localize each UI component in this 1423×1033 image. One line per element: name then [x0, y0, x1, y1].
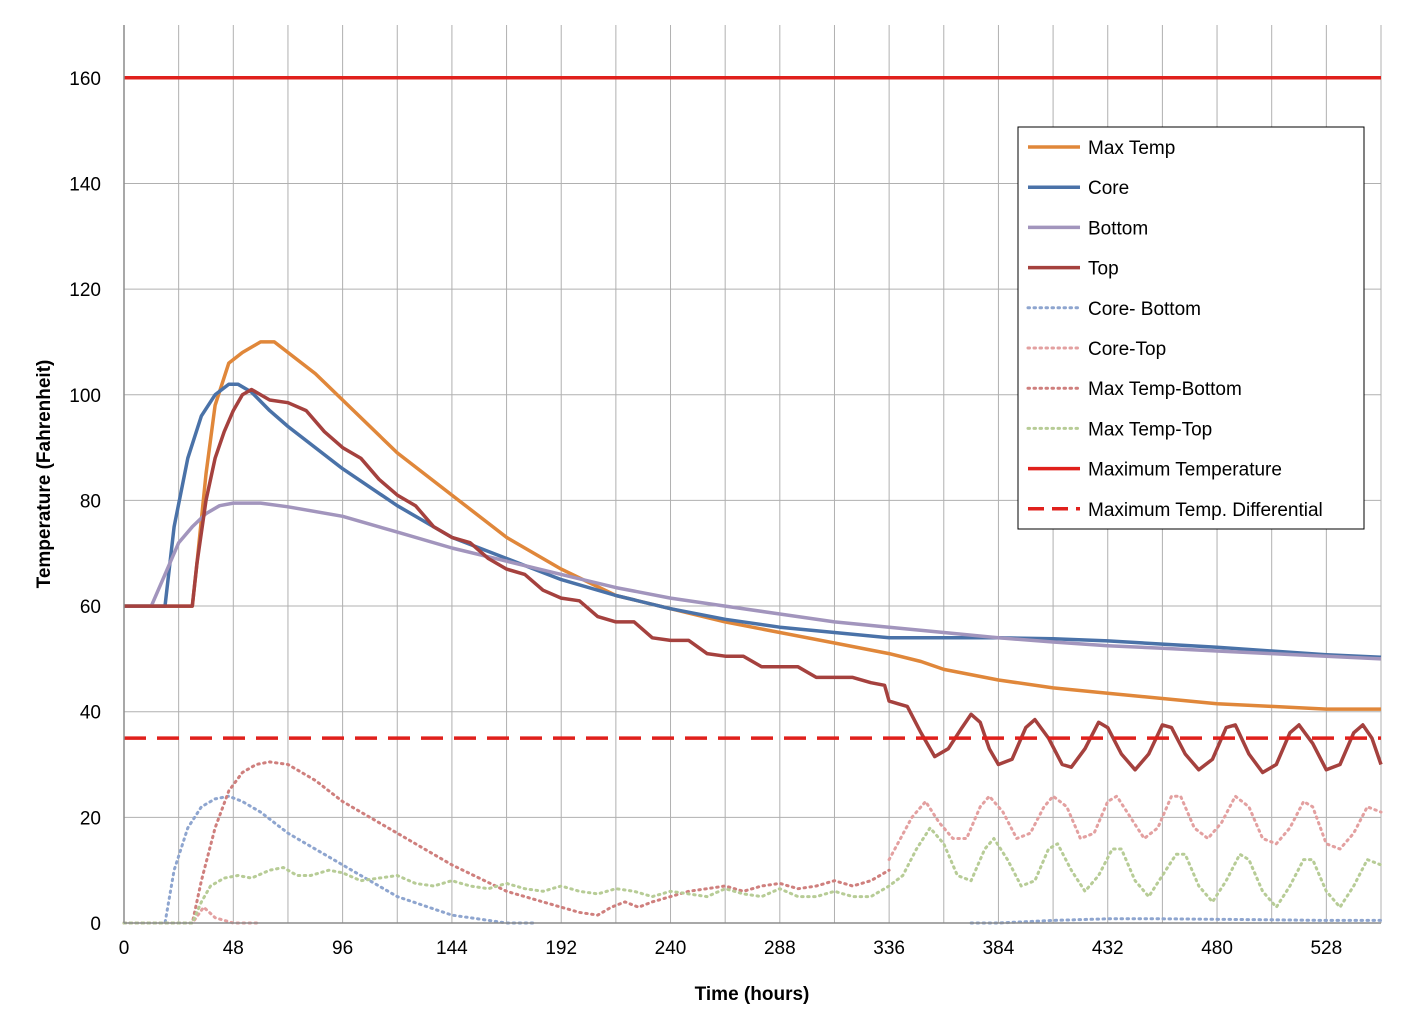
series-line-max-temp-top	[122, 826, 1383, 925]
tick-labels: 0 48 96 144 192 240 288 336 384 432 480 528 0 20 40 60 8…	[69, 69, 1342, 959]
legend-label: Core-Top	[1088, 339, 1166, 360]
legend-label: Max Temp	[1088, 138, 1175, 159]
y-tick-label: 0	[90, 914, 101, 935]
x-tick-label: 48	[223, 938, 244, 959]
legend-label: Max Temp-Bottom	[1088, 379, 1242, 400]
y-tick-label: 140	[69, 174, 101, 195]
x-tick-label: 144	[436, 938, 468, 959]
y-tick-label: 40	[80, 703, 101, 724]
x-tick-label: 288	[764, 938, 796, 959]
y-axis-title: Temperature (Fahrenheit)	[34, 360, 55, 589]
legend-label: Max Temp-Top	[1088, 419, 1212, 440]
series-line-max-temp-bottom	[122, 760, 891, 925]
series-line-core-bottom	[122, 794, 536, 925]
legend-label: Core- Bottom	[1088, 299, 1201, 320]
axes	[123, 25, 1381, 924]
y-tick-label: 120	[69, 280, 101, 301]
series-line-core-bottom	[969, 917, 1383, 925]
series-line-core-top	[887, 794, 1383, 862]
legend: Max Temp Core Bottom Top Core- Bottom Core-To…	[1017, 126, 1365, 530]
series-line-top	[124, 387, 1383, 775]
legend-label: Maximum Temperature	[1088, 460, 1282, 481]
x-tick-label: 384	[983, 938, 1015, 959]
x-tick-label: 192	[545, 938, 577, 959]
legend-label: Top	[1088, 259, 1119, 280]
y-tick-label: 20	[80, 808, 101, 829]
legend-box	[1017, 126, 1365, 530]
y-tick-label: 160	[69, 69, 101, 90]
y-tick-label: 80	[80, 491, 101, 512]
legend-label: Bottom	[1088, 218, 1148, 239]
x-tick-label: 528	[1310, 938, 1342, 959]
x-tick-label: 432	[1092, 938, 1124, 959]
x-axis-title: Time (hours)	[695, 984, 810, 1005]
x-tick-label: 0	[119, 938, 130, 959]
x-tick-label: 96	[332, 938, 353, 959]
legend-label: Core	[1088, 178, 1129, 199]
legend-label: Maximum Temp. Differential	[1088, 500, 1323, 521]
y-tick-label: 100	[69, 386, 101, 407]
series-layer	[122, 76, 1383, 925]
x-tick-label: 336	[873, 938, 905, 959]
x-tick-label: 480	[1201, 938, 1233, 959]
y-tick-label: 60	[80, 597, 101, 618]
x-tick-label: 240	[655, 938, 687, 959]
